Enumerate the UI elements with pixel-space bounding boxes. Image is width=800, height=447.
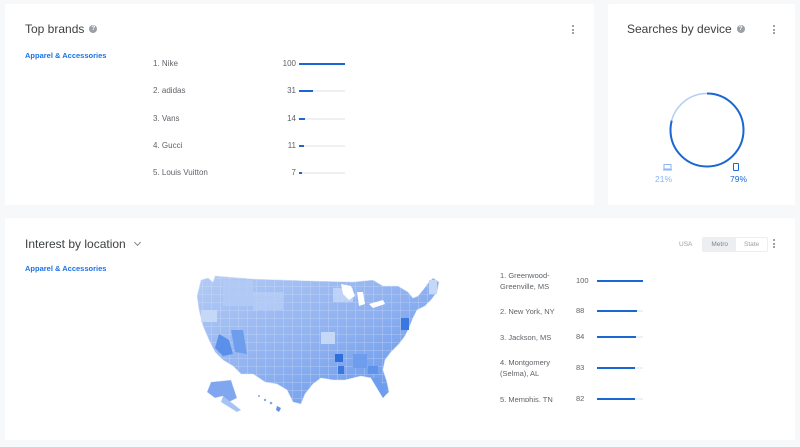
device-title-text: Searches by device — [627, 22, 732, 36]
more-vert-icon[interactable] — [572, 25, 575, 34]
brand-value: 31 — [287, 86, 296, 95]
more-vert-icon[interactable] — [773, 239, 776, 248]
device-donut-chart — [669, 92, 745, 168]
location-value: 88 — [576, 306, 585, 315]
brand-value: 100 — [282, 59, 296, 68]
region-toggle-group: USA Metro State — [679, 237, 769, 252]
brand-name: 2. adidas — [153, 86, 186, 95]
brand-name: 1. Nike — [153, 59, 178, 68]
location-name: 4. Montgomery (Selma), AL — [500, 358, 551, 378]
mobile-icon — [733, 163, 739, 171]
location-name: 3. Jackson, MS — [500, 333, 552, 342]
location-bar — [597, 367, 643, 369]
desktop-icon — [663, 164, 672, 171]
location-value: 82 — [576, 394, 585, 402]
location-value: 83 — [576, 363, 585, 372]
desktop-percent: 21% — [655, 174, 673, 184]
brand-name: 3. Vans — [153, 114, 180, 123]
location-bar — [597, 336, 643, 338]
top-brands-title-text: Top brands — [25, 22, 85, 36]
toggle-state[interactable]: State — [744, 241, 760, 248]
location-value: 100 — [576, 276, 589, 285]
category-label[interactable]: Apparel & Accessories — [25, 51, 107, 60]
brand-row: 5. Louis Vuitton 7 — [153, 168, 353, 180]
brand-row: 1. Nike 100 — [153, 59, 353, 71]
brand-bar — [299, 145, 345, 147]
category-label[interactable]: Apparel & Accessories — [25, 264, 107, 273]
location-name: 5. Memphis, TN — [500, 395, 553, 402]
brand-value: 14 — [287, 114, 296, 123]
interest-by-location-card: Interest by location Apparel & Accessori… — [5, 218, 795, 440]
brand-value: 11 — [287, 141, 296, 150]
device-title: Searches by device ? — [627, 22, 745, 36]
brand-row: 3. Vans 14 — [153, 114, 353, 126]
location-value: 84 — [576, 332, 585, 341]
location-bar — [597, 310, 643, 312]
location-name: 2. New York, NY — [500, 307, 555, 316]
top-brands-card: Top brands ? Apparel & Accessories 1. Ni… — [5, 4, 594, 205]
searches-by-device-card: Searches by device ? 21% 79% — [608, 4, 795, 205]
location-bar — [597, 398, 643, 400]
brand-name: 4. Gucci — [153, 141, 183, 150]
brand-bar — [299, 90, 345, 92]
brand-row: 4. Gucci 11 — [153, 141, 353, 153]
us-choropleth-map[interactable] — [193, 270, 443, 422]
region-label: USA — [679, 241, 693, 248]
location-title[interactable]: Interest by location — [25, 237, 141, 251]
chevron-down-icon[interactable] — [133, 238, 141, 247]
resolution-toggle[interactable]: Metro State — [702, 237, 769, 252]
location-bar — [597, 280, 643, 282]
top-brands-title: Top brands ? — [25, 22, 98, 36]
brand-name: 5. Louis Vuitton — [153, 168, 208, 177]
location-name: 1. Greenwood-Greenville, MS — [500, 271, 550, 291]
help-icon[interactable]: ? — [736, 25, 745, 33]
brand-bar — [299, 63, 345, 65]
mobile-percent: 79% — [730, 174, 748, 184]
brand-row: 2. adidas 31 — [153, 86, 353, 98]
location-list[interactable]: 1. Greenwood-Greenville, MS 100 2. New Y… — [500, 270, 650, 402]
more-vert-icon[interactable] — [773, 25, 776, 34]
brand-bar — [299, 118, 345, 120]
location-title-text: Interest by location — [25, 237, 126, 251]
toggle-metro[interactable]: Metro — [703, 238, 736, 251]
brand-bar — [299, 172, 345, 174]
brand-value: 7 — [291, 168, 296, 177]
help-icon[interactable]: ? — [89, 25, 98, 33]
